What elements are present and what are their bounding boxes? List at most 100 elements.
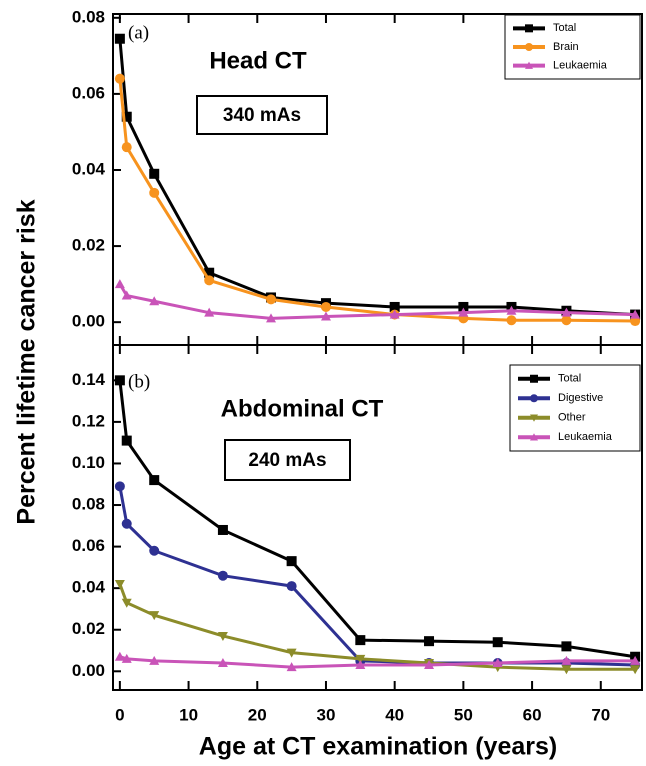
marker: [458, 301, 469, 312]
x-tick-label: 30: [317, 705, 336, 724]
marker: [121, 435, 132, 446]
y-tick-label: 0.04: [72, 578, 106, 597]
y-tick-label: 0.02: [72, 619, 105, 638]
x-tick-label: 60: [523, 705, 542, 724]
series-line: [119, 655, 636, 669]
marker: [286, 556, 297, 567]
marker: [217, 631, 228, 641]
marker: [424, 660, 435, 670]
marker: [266, 294, 277, 305]
series-line: [118, 486, 636, 667]
series-line: [118, 380, 636, 659]
marker: [561, 641, 572, 652]
y-tick-label: 0.08: [72, 7, 105, 26]
x-axis-label: Age at CT examination (years): [199, 733, 557, 761]
marker: [114, 33, 125, 44]
legend-label: Total: [558, 373, 581, 385]
legend-marker: [525, 43, 533, 51]
legend-marker: [530, 414, 538, 422]
marker: [114, 580, 125, 590]
legend-label: Leukaemia: [553, 60, 608, 72]
x-tick-label: 50: [454, 705, 473, 724]
marker: [506, 305, 517, 315]
legend-marker: [525, 61, 533, 69]
y-tick-label: 0.10: [72, 453, 105, 472]
y-tick-label: 0.04: [72, 159, 106, 178]
marker: [630, 309, 641, 319]
marker: [355, 635, 366, 646]
marker: [506, 315, 517, 326]
marker: [561, 665, 572, 675]
marker: [217, 524, 228, 535]
panel-subtitle: 240 mAs: [248, 450, 326, 471]
y-tick-label: 0.14: [72, 370, 106, 389]
marker: [424, 636, 435, 647]
marker: [389, 301, 400, 312]
marker: [204, 275, 215, 286]
panel-label: (b): [128, 371, 150, 392]
y-tick-label: 0.06: [72, 83, 105, 102]
y-axis-label: Percent lifetime cancer risk: [13, 199, 41, 524]
marker: [286, 662, 297, 672]
marker: [149, 168, 160, 179]
marker: [217, 570, 228, 581]
marker: [266, 313, 277, 323]
marker: [121, 111, 132, 122]
legend-marker: [530, 374, 538, 383]
marker: [492, 657, 503, 667]
series-line: [118, 38, 636, 317]
legend-label: Leukaemia: [558, 431, 613, 443]
marker: [561, 315, 572, 326]
marker: [355, 660, 366, 670]
marker: [114, 481, 125, 492]
marker: [630, 655, 641, 665]
x-tick-label: 10: [179, 705, 198, 724]
marker: [121, 518, 132, 529]
marker: [630, 665, 641, 675]
y-tick-label: 0.02: [72, 236, 105, 255]
marker: [355, 654, 366, 664]
legend-label: Total: [553, 22, 576, 34]
marker: [121, 653, 132, 663]
panel-title: Abdominal CT: [221, 395, 384, 422]
x-tick-label: 20: [248, 705, 267, 724]
panel-label: (a): [128, 22, 149, 43]
marker: [149, 187, 160, 198]
legend-marker: [530, 394, 538, 403]
marker: [492, 637, 503, 648]
series-line: [118, 583, 636, 671]
y-tick-label: 0.08: [72, 495, 105, 514]
legend-label: Digestive: [558, 392, 603, 404]
marker: [149, 655, 160, 665]
legend-label: Brain: [553, 41, 579, 53]
x-tick-label: 70: [591, 705, 610, 724]
marker: [114, 375, 125, 386]
marker: [204, 267, 215, 278]
marker: [286, 581, 297, 592]
plot-frame: [112, 344, 643, 691]
marker: [121, 142, 132, 153]
y-tick-label: 0.00: [72, 661, 105, 680]
marker: [286, 648, 297, 658]
marker: [149, 475, 160, 486]
x-tick-label: 40: [385, 705, 404, 724]
legend-marker: [525, 24, 533, 33]
marker: [121, 290, 132, 300]
marker: [121, 598, 132, 608]
subtitle-box: [224, 439, 351, 481]
marker: [320, 301, 331, 312]
x-tick-label: 0: [115, 705, 124, 724]
marker: [114, 279, 125, 289]
y-tick-label: 0.06: [72, 536, 105, 555]
panel-title: Head CT: [209, 47, 307, 74]
marker: [217, 657, 228, 667]
marker: [149, 611, 160, 621]
marker: [114, 73, 125, 84]
marker: [458, 307, 469, 317]
marker: [114, 651, 125, 661]
marker: [389, 309, 400, 319]
marker: [204, 307, 215, 317]
y-tick-label: 0.00: [72, 312, 105, 331]
marker: [149, 296, 160, 306]
